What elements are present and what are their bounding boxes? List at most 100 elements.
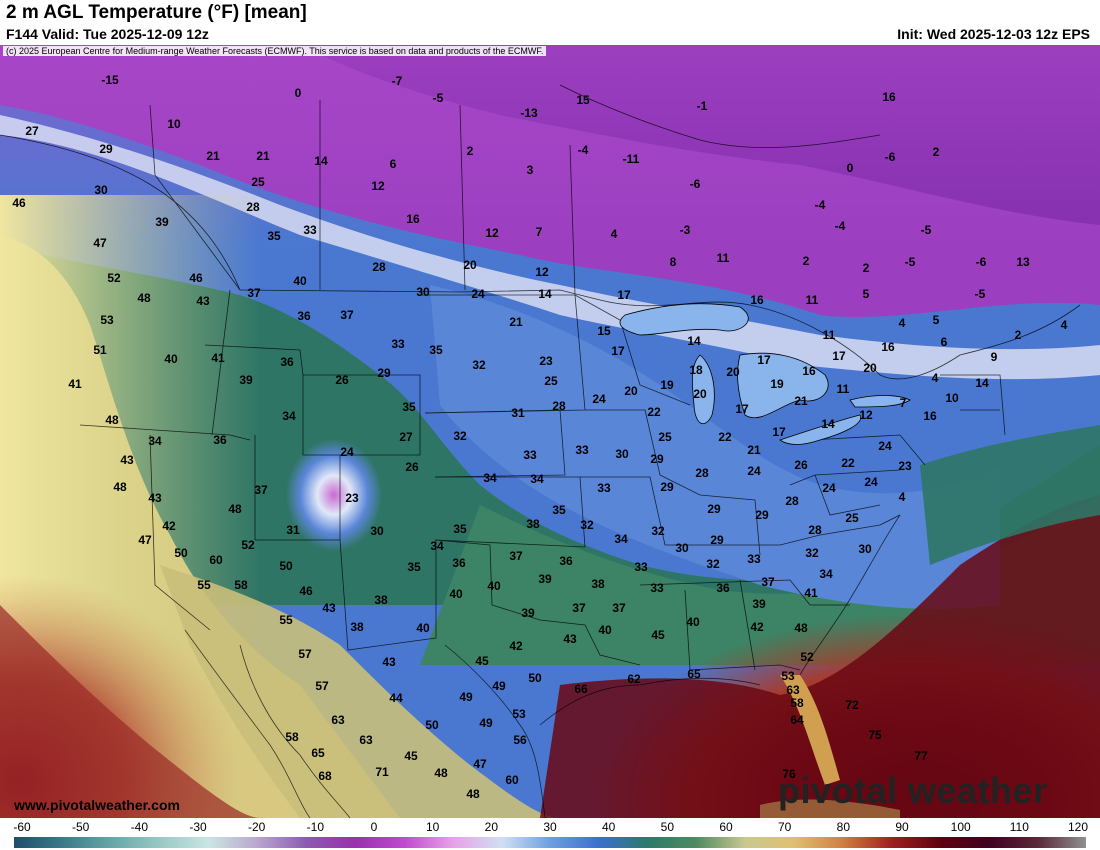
- colorbar-tick-label: -50: [71, 820, 90, 834]
- temperature-value: 39: [752, 597, 766, 611]
- temperature-value: 32: [580, 518, 594, 532]
- colorbar-tick-label: -10: [306, 820, 324, 834]
- temperature-value: 42: [162, 519, 176, 533]
- temperature-value: 34: [483, 471, 497, 485]
- colorbar-tick-label: 60: [719, 820, 733, 834]
- temperature-value: 35: [267, 229, 281, 243]
- temperature-value: 14: [314, 154, 328, 168]
- colorbar-tick-label: 10: [425, 820, 440, 834]
- temperature-value: 36: [452, 556, 466, 570]
- temperature-value: 30: [615, 447, 629, 461]
- temperature-value: 16: [881, 340, 895, 354]
- temperature-value: 24: [864, 475, 878, 489]
- temperature-value: 42: [509, 639, 523, 653]
- temperature-value: 71: [375, 765, 389, 779]
- temperature-value: 33: [575, 443, 589, 457]
- temperature-value: 11: [822, 328, 836, 342]
- temperature-value: 24: [878, 439, 892, 453]
- temperature-value: 34: [430, 539, 444, 553]
- temperature-value: 34: [614, 532, 628, 546]
- temperature-value: 53: [781, 669, 795, 683]
- temperature-value: 11: [716, 251, 730, 265]
- temperature-value: 38: [350, 620, 364, 634]
- temperature-value: 68: [318, 769, 332, 783]
- temperature-value: 37: [509, 549, 523, 563]
- map-title: 2 m AGL Temperature (°F) [mean]: [6, 2, 307, 23]
- temperature-value: 23: [539, 354, 553, 368]
- temperature-value: -13: [520, 106, 538, 120]
- temperature-value: 4: [1060, 318, 1068, 332]
- temperature-value: 12: [535, 265, 549, 279]
- temperature-value: 58: [234, 578, 248, 592]
- temperature-value: 30: [370, 524, 384, 538]
- temperature-value: 36: [213, 433, 227, 447]
- temperature-value: 0: [294, 86, 302, 100]
- temperature-value: 24: [340, 445, 354, 459]
- temperature-value: -6: [689, 177, 701, 191]
- temperature-value: 45: [651, 628, 665, 642]
- temperature-value: 35: [453, 522, 467, 536]
- temperature-value: 41: [68, 377, 82, 391]
- temperature-value: 60: [209, 553, 223, 567]
- state-borders: [0, 84, 1081, 671]
- temperature-value: 35: [429, 343, 443, 357]
- temperature-value: 4: [931, 371, 939, 385]
- temperature-value: 49: [459, 690, 473, 704]
- temperature-value: 3: [526, 163, 534, 177]
- temperature-value: 52: [241, 538, 255, 552]
- temperature-value: 48: [466, 787, 480, 801]
- temperature-value: 27: [399, 430, 413, 444]
- colorbar-tick-label: 20: [484, 820, 499, 834]
- temperature-value: 32: [651, 524, 665, 538]
- coastlines: [184, 514, 901, 818]
- temperature-value: 41: [804, 586, 818, 600]
- temperature-value: 58: [285, 730, 299, 744]
- temperature-value: -11: [622, 152, 640, 166]
- temperature-value: 20: [624, 384, 638, 398]
- temperature-value: 25: [544, 374, 558, 388]
- temperature-value: 35: [407, 560, 421, 574]
- temperature-value: 47: [138, 533, 152, 547]
- temperature-value: 0: [846, 161, 854, 175]
- temperature-value: 52: [800, 650, 814, 664]
- temperature-value: -6: [884, 150, 896, 164]
- temperature-value: 56: [513, 733, 527, 747]
- temperature-value: 16: [802, 364, 816, 378]
- temperature-value: 45: [404, 749, 418, 763]
- temperature-value: 18: [689, 363, 703, 377]
- temperature-field: [0, 45, 1100, 818]
- temperature-value: 21: [747, 443, 761, 457]
- temperature-value: 13: [1016, 255, 1030, 269]
- temperature-value: 48: [105, 413, 119, 427]
- temperature-value: 16: [882, 90, 896, 104]
- temperature-value: 35: [402, 400, 416, 414]
- temperature-value: -5: [432, 91, 444, 105]
- temperature-value: 34: [282, 409, 296, 423]
- temperature-value: 30: [675, 541, 689, 555]
- temperature-value: 25: [845, 511, 859, 525]
- temperature-value: 66: [574, 682, 588, 696]
- temperature-value: 21: [206, 149, 220, 163]
- temperature-value: 65: [311, 746, 325, 760]
- temperature-value: 10: [167, 117, 181, 131]
- temperature-value: 4: [898, 316, 906, 330]
- temperature-value: 43: [563, 632, 577, 646]
- temperature-value: 32: [805, 546, 819, 560]
- temperature-value: 37: [572, 601, 586, 615]
- temperature-value: 22: [718, 430, 732, 444]
- temperature-value: 6: [940, 335, 948, 349]
- init-time: Init: Wed 2025-12-03 12z EPS: [897, 26, 1090, 42]
- temperature-value: 53: [512, 707, 526, 721]
- temperature-value: 33: [303, 223, 317, 237]
- data-credit: (c) 2025 European Centre for Medium-rang…: [3, 46, 547, 56]
- temperature-value: 20: [463, 258, 477, 272]
- temperature-value: 30: [416, 285, 430, 299]
- temperature-value: 4: [610, 227, 618, 241]
- temperature-value: 40: [293, 274, 307, 288]
- temperature-value: 31: [286, 523, 300, 537]
- temperature-value: 24: [471, 287, 485, 301]
- temperature-map[interactable]: -15 -7 0 -5 15 -1 16 -13 27 10 29 21 21 14 6 2 -4 -11 -6 2 0…: [0, 45, 1100, 818]
- temperature-value: 10: [945, 391, 959, 405]
- colorbar: -60 -50 -40 -30 -20 -10 0 10 20 30 40 50 60 70 80 90 100…: [0, 818, 1100, 850]
- temperature-value: 28: [808, 523, 822, 537]
